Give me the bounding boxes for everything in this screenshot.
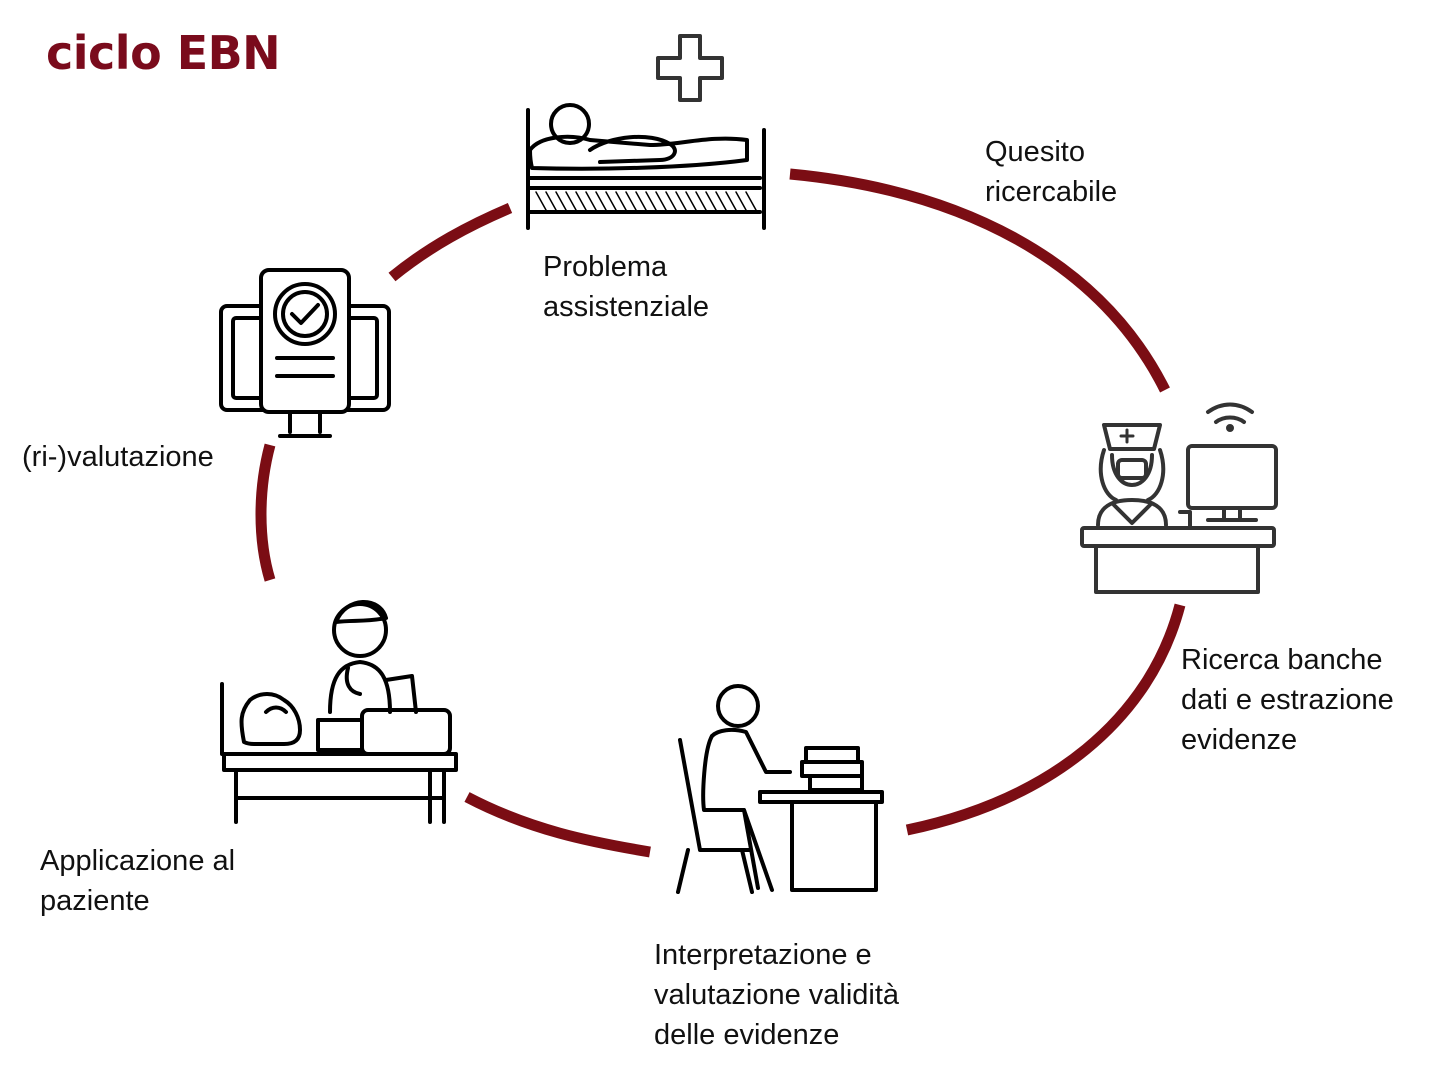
- step-label-evaluate: (ri-)valutazione: [22, 441, 214, 473]
- cycle-arcs: [255, 168, 1186, 858]
- step-label-line: Applicazione al: [40, 845, 235, 877]
- arc-apply-to-evaluate: [255, 443, 276, 582]
- step-labels: Problema assistenziale Quesito ricercabile R…: [22, 136, 1394, 1051]
- step-label-line: Problema: [543, 251, 668, 283]
- step-label-line: dati e estrazione: [1181, 684, 1394, 716]
- page-title: ciclo EBN: [46, 26, 281, 80]
- step-label-line: Quesito: [985, 136, 1085, 168]
- step-label-line: assistenziale: [543, 291, 709, 323]
- step-label-line: evidenze: [1181, 724, 1297, 756]
- patient-bed-icon: [526, 34, 766, 230]
- arc-search-to-interpret: [905, 603, 1186, 836]
- step-label-line: ricercabile: [985, 176, 1117, 208]
- step-label-line: delle evidenze: [654, 1019, 839, 1051]
- step-label-line: valutazione validità: [654, 979, 900, 1011]
- step-label-question: Quesito ricercabile: [985, 136, 1117, 208]
- monitor-checklist-icon: [219, 268, 391, 438]
- step-label-line: Ricerca banche: [1181, 644, 1383, 676]
- step-label-problem: Problema assistenziale: [543, 251, 709, 323]
- arc-evaluate-to-problem: [388, 202, 513, 282]
- step-label-line: Interpretazione e: [654, 939, 872, 971]
- step-label-line: paziente: [40, 885, 150, 917]
- nurse-computer-icon: [1080, 402, 1278, 594]
- step-label-apply: Applicazione al paziente: [40, 845, 235, 917]
- person-reading-desk-icon: [676, 684, 884, 894]
- step-label-search: Ricerca banche dati e estrazione evidenze: [1181, 644, 1394, 756]
- doctor-patient-desk-icon: [220, 600, 458, 824]
- step-label-line: (ri-)valutazione: [22, 441, 214, 473]
- step-label-interpret: Interpretazione e valutazione validità del…: [654, 939, 900, 1051]
- arc-interpret-to-apply: [464, 792, 651, 858]
- arc-problem-to-search: [789, 168, 1170, 393]
